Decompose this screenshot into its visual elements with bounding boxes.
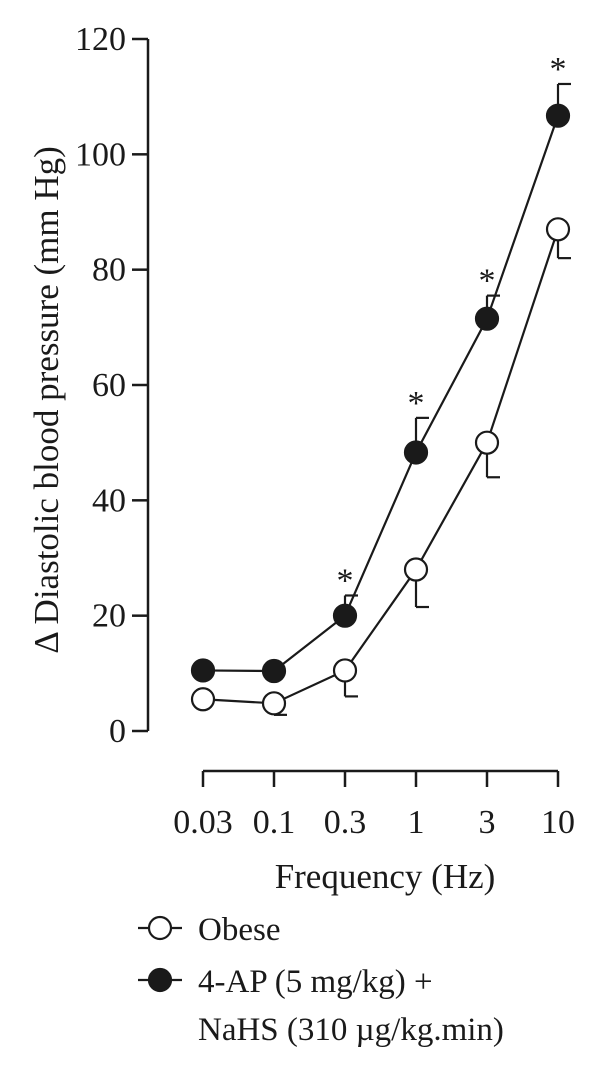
data-point <box>403 557 429 582</box>
significance-marker: * <box>337 562 354 599</box>
y-tick-label: 20 <box>92 598 126 635</box>
x-tick-label: 0.3 <box>324 804 367 841</box>
y-axis: 0 20 40 60 80 100 120 <box>75 21 150 750</box>
y-tick-label: 120 <box>75 21 126 58</box>
y-axis-title: Δ Diastolic blood pressure (mm Hg) <box>27 146 66 654</box>
x-axis-title: Frequency (Hz) <box>275 857 496 896</box>
y-tick-label: 60 <box>92 367 126 404</box>
data-point <box>332 658 358 683</box>
significance-marker: * <box>408 385 425 422</box>
plot-area: * * * * <box>190 51 571 716</box>
y-tick-label: 100 <box>75 136 126 173</box>
y-tick-label: 40 <box>92 482 126 519</box>
x-tick-label: 0.03 <box>173 804 233 841</box>
series-line-1 <box>202 115 560 673</box>
data-point <box>403 440 429 465</box>
data-point <box>190 687 216 712</box>
x-axis: 0.03 0.1 0.3 1 3 10 <box>173 769 575 841</box>
y-tick-label: 0 <box>109 713 126 750</box>
series-line-0 <box>202 228 560 705</box>
data-point <box>190 658 216 683</box>
x-tick-label: 3 <box>479 804 496 841</box>
x-tick-label: 1 <box>408 804 425 841</box>
significance-marker: * <box>479 263 496 300</box>
legend-label: NaHS (310 µg/kg.min) <box>198 1012 504 1048</box>
legend-marker <box>147 915 173 941</box>
data-point <box>474 306 500 331</box>
x-tick-label: 10 <box>541 804 575 841</box>
data-point <box>332 603 358 628</box>
x-tick-label: 0.1 <box>253 804 296 841</box>
data-point <box>261 691 287 716</box>
data-point <box>261 658 287 684</box>
data-point <box>474 430 500 455</box>
y-tick-label: 80 <box>92 252 126 289</box>
data-point <box>545 217 571 242</box>
legend-label: Obese <box>198 912 280 948</box>
legend-label: 4-AP (5 mg/kg) + <box>198 964 433 1000</box>
legend-marker <box>147 967 173 993</box>
significance-marker: * <box>550 51 567 88</box>
legend: Obese 4-AP (5 mg/kg) + NaHS (310 µg/kg.min… <box>138 912 504 1048</box>
data-point <box>545 103 571 128</box>
